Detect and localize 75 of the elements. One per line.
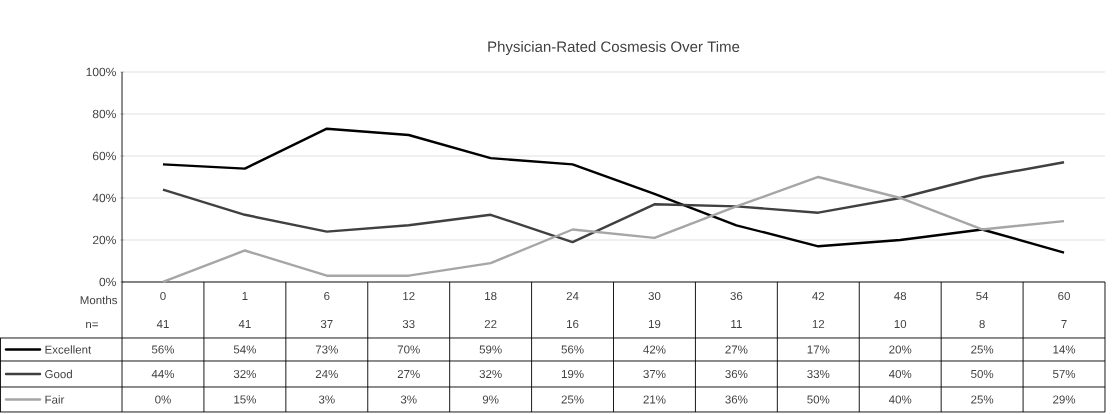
- data-label: 20%: [889, 345, 912, 354]
- x-tick-label: 54: [976, 291, 989, 300]
- x-axis-title: Months: [80, 295, 118, 305]
- x-tick-label: 60: [1058, 291, 1070, 301]
- data-label: 0%: [155, 395, 171, 404]
- legend-label: Excellent: [45, 345, 92, 354]
- line-series: [161, 161, 1066, 244]
- y-tick-label: 40%: [92, 193, 116, 203]
- data-label: 44%: [151, 369, 175, 378]
- data-label: 56%: [561, 345, 584, 354]
- x-tick-label: 18: [485, 291, 497, 301]
- data-label: 73%: [315, 345, 338, 354]
- y-tick-label: 0%: [99, 277, 116, 287]
- text: 7: [1061, 320, 1067, 328]
- legend-label: Good: [45, 369, 72, 379]
- text: 41: [156, 320, 169, 328]
- text: 12: [812, 319, 825, 328]
- data-label: 27%: [725, 345, 748, 354]
- data-label: 29%: [1053, 395, 1076, 404]
- data-label: 32%: [233, 369, 256, 379]
- data-label: 9%: [482, 395, 499, 404]
- x-tick-label: 30: [648, 291, 661, 301]
- text: 8: [979, 319, 985, 329]
- data-label: 24%: [315, 369, 338, 379]
- x-tick-label: 48: [894, 291, 907, 301]
- data-label: 42%: [643, 345, 666, 354]
- data-label: 15%: [234, 395, 256, 404]
- data-label: 17%: [807, 345, 830, 354]
- legend-label: Fair: [45, 395, 65, 404]
- line-series: [161, 127, 1066, 254]
- data-label: 25%: [971, 345, 994, 354]
- data-label: 32%: [479, 369, 502, 379]
- data-label: 57%: [1052, 369, 1076, 379]
- data-label: 19%: [561, 369, 584, 379]
- x-tick-label: 24: [566, 291, 579, 300]
- y-tick-label: 80%: [92, 109, 116, 119]
- line-series: [161, 175, 1066, 284]
- chart-title: Physician-Rated Cosmesis Over Time: [488, 41, 740, 55]
- data-label: 50%: [971, 369, 994, 379]
- x-tick-label: 12: [403, 291, 415, 300]
- text: 11: [731, 320, 742, 328]
- data-label: 3%: [318, 395, 335, 404]
- x-tick-label: 42: [812, 291, 825, 300]
- data-label: 40%: [888, 395, 912, 404]
- x-tick-label: 36: [730, 291, 743, 301]
- data-label: 56%: [151, 345, 175, 354]
- text: 16: [567, 319, 579, 329]
- text: n=: [86, 321, 98, 329]
- data-label: 14%: [1053, 345, 1076, 354]
- data-label: 59%: [479, 345, 502, 354]
- data-label: 27%: [397, 369, 420, 379]
- data-label: 25%: [561, 395, 584, 404]
- text: 19: [648, 319, 661, 329]
- data-label: 33%: [807, 369, 830, 379]
- data-label: 25%: [971, 395, 994, 404]
- text: 10: [894, 319, 907, 329]
- y-tick-label: 20%: [92, 235, 116, 245]
- text: 22: [484, 319, 497, 328]
- data-label: 21%: [643, 395, 666, 404]
- data-label: 36%: [725, 369, 748, 379]
- y-tick-label: 60%: [92, 151, 116, 161]
- x-tick-label: 0: [160, 291, 166, 301]
- data-label: 54%: [233, 345, 256, 354]
- text: 37: [320, 319, 333, 329]
- y-tick-label: 100%: [86, 67, 116, 77]
- data-label: 3%: [400, 395, 417, 404]
- x-tick-label: 1: [242, 292, 248, 300]
- data-label: 36%: [725, 395, 748, 404]
- data-label: 50%: [807, 395, 830, 404]
- data-label: 70%: [397, 345, 420, 354]
- text: 33: [402, 319, 415, 329]
- x-tick-label: 6: [324, 291, 330, 301]
- data-label: 37%: [643, 369, 666, 379]
- text: 41: [238, 320, 251, 328]
- data-label: 40%: [888, 369, 912, 379]
